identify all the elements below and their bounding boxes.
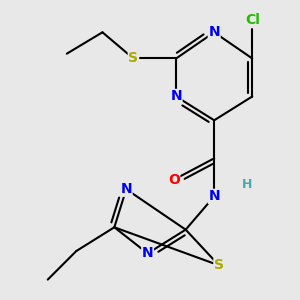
Text: S: S [128,52,138,65]
Text: N: N [208,189,220,203]
Text: N: N [142,246,153,260]
Text: Cl: Cl [245,14,260,27]
Text: H: H [242,178,253,191]
Text: N: N [208,25,220,39]
Text: N: N [170,89,182,103]
Text: O: O [168,173,180,187]
Text: S: S [214,258,224,272]
Text: N: N [120,182,132,196]
